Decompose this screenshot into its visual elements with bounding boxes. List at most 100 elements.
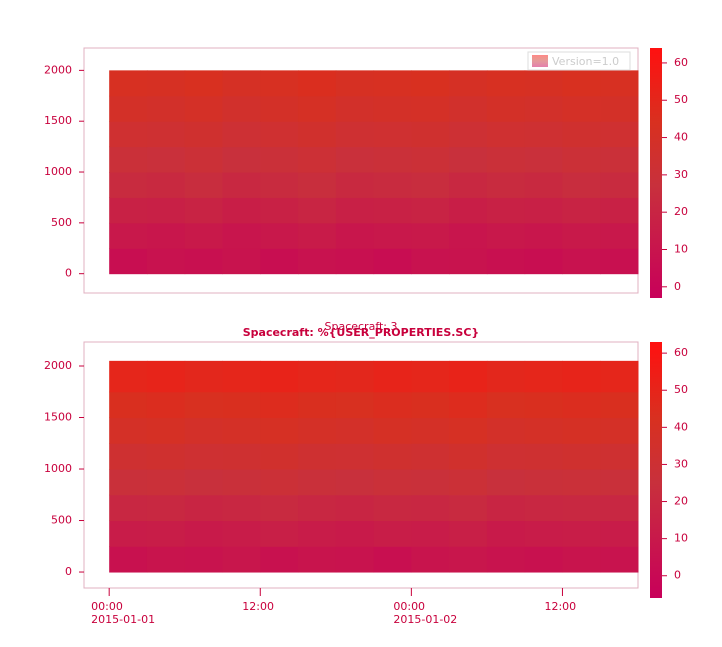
colorbar-tick-label: 0 [674,569,681,582]
heatmap-cell [184,222,223,249]
heatmap-cell [600,248,639,275]
heatmap-cell [298,146,337,173]
heatmap-cell [373,172,412,198]
heatmap-cell [449,222,488,249]
heatmap-cell [184,546,223,573]
heatmap-cell [146,222,186,249]
heatmap-cell [449,391,488,419]
heatmap-cell [260,520,299,547]
heatmap-cell [373,417,412,444]
legend-swatch [532,55,548,67]
heatmap-cell [600,222,639,249]
heatmap-cell [600,172,639,198]
heatmap-cell [222,443,261,470]
heatmap-cell [373,146,412,173]
heatmap-cell [600,197,639,224]
heatmap-cell [109,494,148,522]
y-tick-label: 1500 [44,114,72,127]
heatmap-cell [373,121,412,148]
heatmap-cell [449,70,488,97]
heatmap-cell [449,121,488,148]
heatmap-cell [411,360,450,393]
heatmap-cell [298,520,337,547]
colorbar-tick-label: 60 [674,346,688,359]
heatmap-cell [373,248,412,275]
heatmap-cell [184,360,223,393]
heatmap-cell [222,197,261,224]
heatmap-cell [373,360,412,393]
heatmap-cell [562,443,601,470]
heatmap-cell [562,146,601,173]
heatmap-cell [486,360,526,393]
colorbar-tick-label: 40 [674,420,688,433]
heatmap-cell [449,197,488,224]
heatmap-cell [449,248,488,275]
heatmap-cell [562,360,601,393]
heatmap-cell [449,469,488,496]
heatmap-cell [298,222,337,249]
heatmap-cell [260,95,299,122]
heatmap-cell [184,146,223,173]
heatmap-cell [260,469,299,496]
heatmap-cell [600,391,639,419]
colorbar-tick-label: 40 [674,131,688,144]
heatmap-cell [524,520,563,547]
heatmap-cell [109,248,148,275]
heatmap-cell [260,360,299,393]
heatmap-cell [109,360,148,393]
heatmap-cell [373,222,412,249]
heatmap-cell [411,391,450,419]
heatmap-cell [600,70,639,97]
heatmap-cell [486,391,526,419]
heatmap-cell [298,121,337,148]
heatmap-cell [260,70,299,97]
heatmap-cell [109,391,148,419]
annotation: Spacecraft: 3 [324,320,397,333]
heatmap-cell [486,95,526,122]
heatmap-cell [184,70,223,97]
heatmap-cell [335,146,375,173]
heatmap-cell [260,222,299,249]
heatmap-cell [411,197,450,224]
heatmap-cell [222,146,261,173]
heatmap-cell [335,197,375,224]
heatmap-cell [486,417,526,444]
heatmap-cell [562,494,601,522]
heatmap-cell [222,546,261,573]
heatmap-cell [449,546,488,573]
heatmap-cell [146,70,186,97]
heatmap-cell [524,172,563,198]
heatmap-cell [335,95,375,122]
heatmap-cell [411,95,450,122]
heatmap-cell [222,417,261,444]
heatmap-cell [146,146,186,173]
colorbar-tick-label: 10 [674,242,688,255]
heatmap-cell [449,172,488,198]
heatmap-cell [146,520,186,547]
heatmap-cell [600,520,639,547]
heatmap-cell [524,146,563,173]
heatmap-cell [562,95,601,122]
heatmap-cell [146,391,186,419]
heatmap-cell [184,172,223,198]
heatmap-cell [109,469,148,496]
heatmap-cell [524,70,563,97]
heatmap-cell [562,248,601,275]
heatmap-cell [260,146,299,173]
heatmap-cell [146,121,186,148]
heatmap-cell [373,197,412,224]
heatmap-cell [146,469,186,496]
heatmap-cell [109,417,148,444]
heatmap-cell [524,546,563,573]
heatmap-cell [486,222,526,249]
x-tick-label: 00:00 2015-01-02 [393,600,458,626]
y-tick-label: 0 [65,565,72,578]
heatmap-cell [486,121,526,148]
heatmap-cell [260,172,299,198]
heatmap-cell [486,469,526,496]
heatmap-cell [524,494,563,522]
heatmap-cell [411,146,450,173]
heatmap-cell [486,172,526,198]
heatmap-cell [335,494,375,522]
